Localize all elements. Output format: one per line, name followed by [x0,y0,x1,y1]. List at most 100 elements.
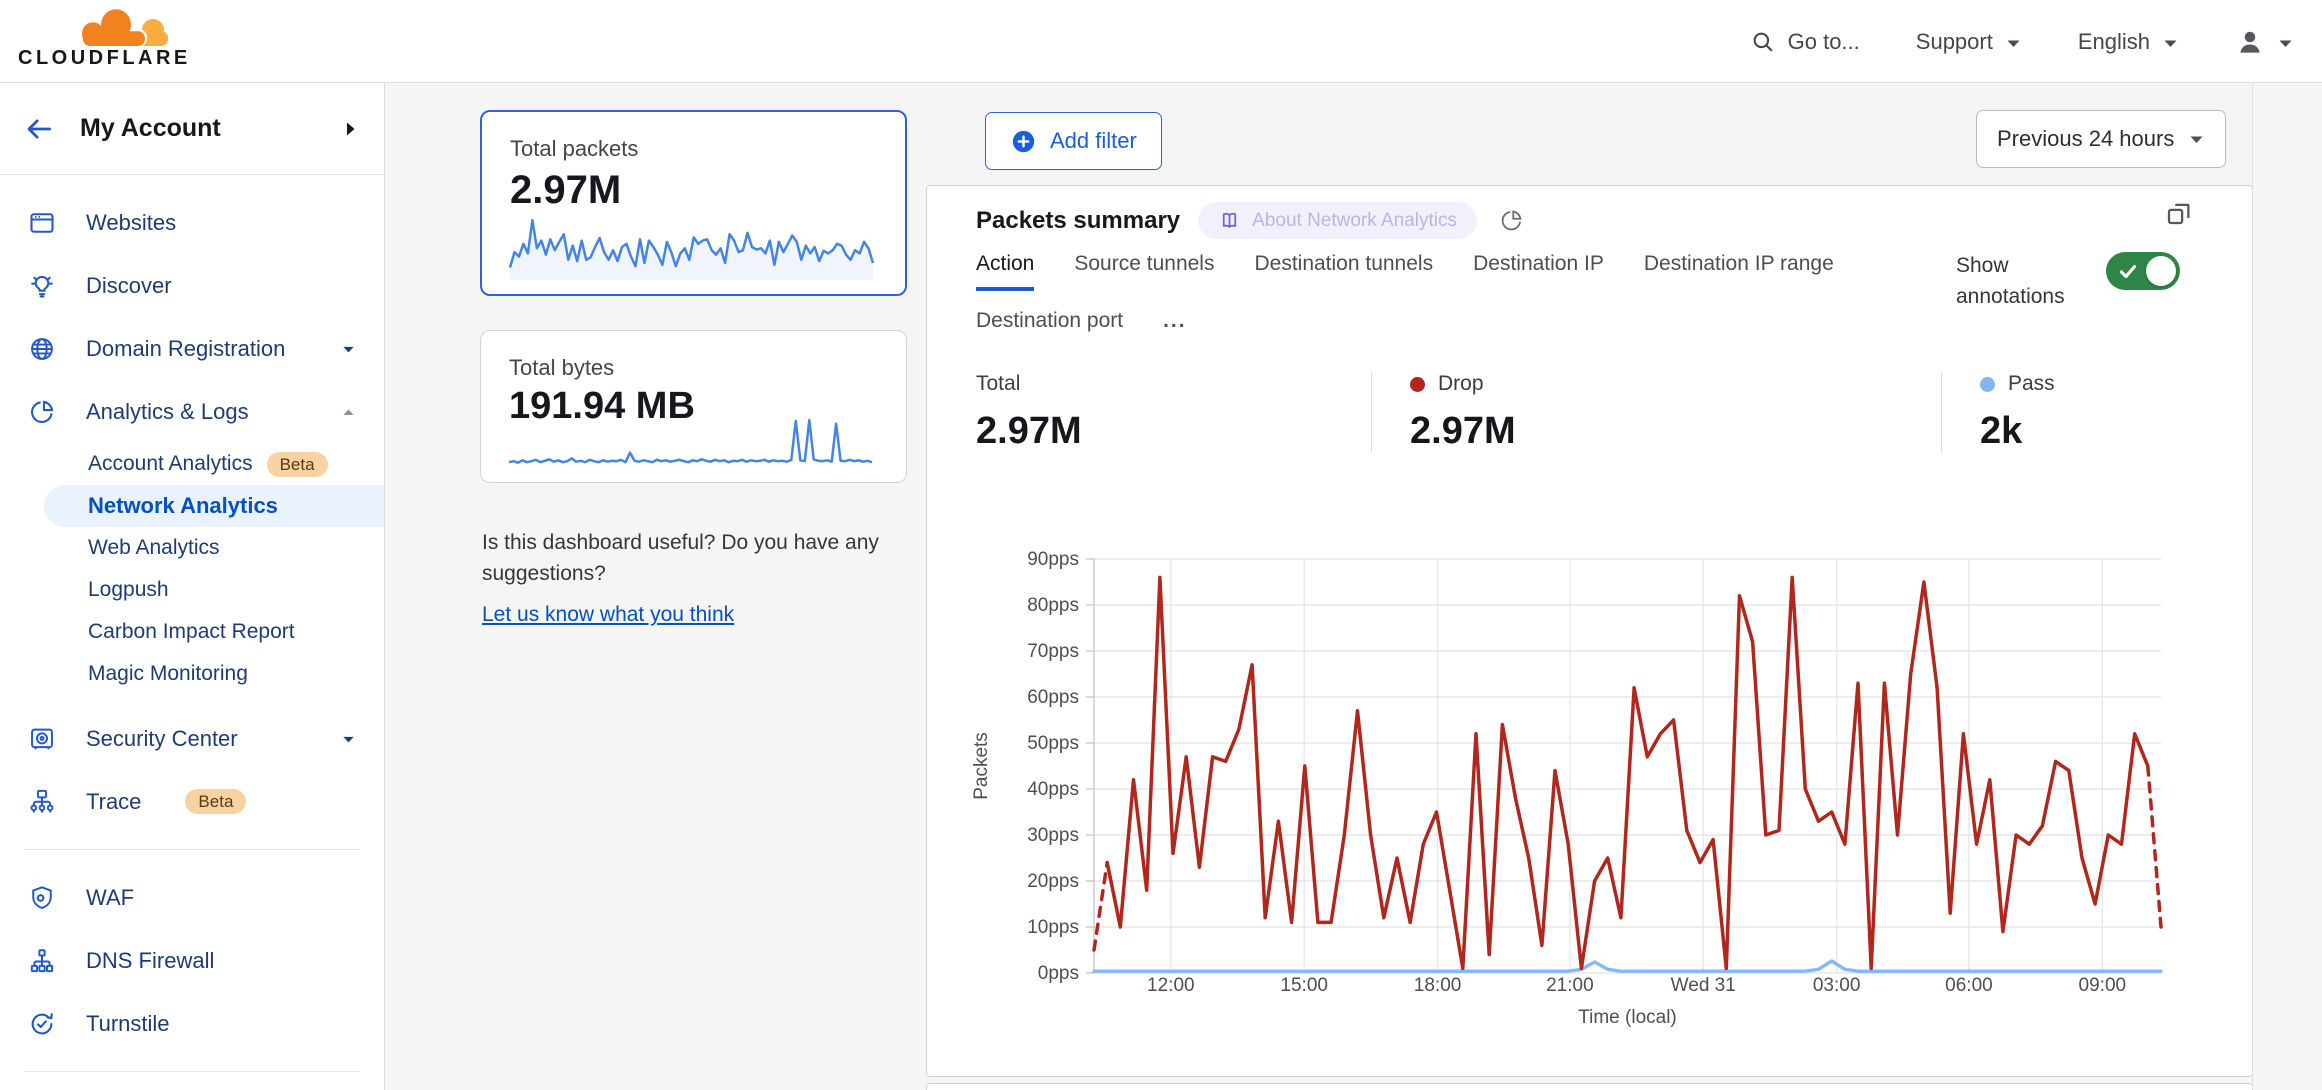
sidebar-item-label: Web Analytics [88,536,220,559]
packets-sparkline [508,218,875,280]
sidebar-item-discover[interactable]: Discover [0,254,384,317]
language-menu[interactable]: English [2078,29,2179,55]
sidebar-item-label: Logpush [88,578,169,601]
stat-label: Total [976,372,1021,395]
svg-text:06:00: 06:00 [1945,975,1993,996]
beta-badge: Beta [185,789,247,814]
stat-pass: Pass 2k [1941,372,2251,453]
expand-panel-icon[interactable] [2164,198,2194,228]
sidebar-item-websites[interactable]: Websites [0,191,384,254]
sidebar-item-dns-firewall[interactable]: DNS Firewall [0,929,384,992]
svg-text:09:00: 09:00 [2079,975,2127,996]
shield-gear-icon [32,885,52,909]
book-icon [1223,212,1237,228]
sidebar: My Account Websites Discover Domain Regi… [0,83,385,1090]
sidebar-item-trace[interactable]: Trace Beta [0,770,384,833]
svg-text:50pps: 50pps [1027,733,1079,754]
right-divider [2252,83,2253,1090]
dimension-tabs: Action Source tunnels Destination tunnel… [976,252,1961,348]
sidebar-item-web-analytics[interactable]: Web Analytics [0,527,384,569]
sidebar-divider [24,849,360,850]
svg-text:70pps: 70pps [1027,641,1079,662]
tab-destination-ip[interactable]: Destination IP [1473,252,1604,275]
beta-badge: Beta [266,451,328,477]
svg-text:Wed 31: Wed 31 [1671,975,1736,996]
sidebar-item-turnstile[interactable]: Turnstile [0,992,384,1055]
sidebar-item-analytics-logs[interactable]: Analytics & Logs [0,380,384,443]
about-tag-label: About Network Analytics [1252,209,1458,231]
account-title[interactable]: My Account [80,114,221,142]
svg-text:Packets: Packets [971,732,992,800]
chevron-up-icon [343,408,354,415]
sidebar-item-logpush[interactable]: Logpush [0,569,384,611]
chevron-down-icon [2190,136,2203,143]
search-icon [1753,32,1773,52]
stat-total: Total 2.97M [976,372,1371,453]
sidebar-item-label: Account Analytics [88,452,253,475]
tab-destination-ip-range[interactable]: Destination IP range [1643,252,1834,275]
top-header: CLOUDFLARE Go to... Support English [0,0,2322,83]
tab-action[interactable]: Action [976,252,1035,291]
sidebar-item-label: Carbon Impact Report [88,620,295,643]
sidebar-item-domain-registration[interactable]: Domain Registration [0,317,384,380]
sidebar-item-label: Magic Monitoring [88,662,248,685]
tab-destination-port[interactable]: Destination port [976,309,1124,332]
stats-row: Total 2.97M Drop 2.97M Pass 2k [976,372,2251,453]
feedback-link[interactable]: Let us know what you think [482,603,735,626]
add-filter-button[interactable]: Add filter [985,112,1162,170]
card-value: 191.94 MB [509,385,695,427]
chevron-down-icon [2164,40,2177,47]
chevron-down-icon [343,346,354,352]
panel-header: Packets summary About Network Analytics [976,202,1524,239]
stat-drop: Drop 2.97M [1371,372,1941,453]
sidebar-item-label: Trace [86,788,142,814]
time-range-value: Previous 24 hours [1997,126,2175,151]
trace-tree-icon [30,789,54,812]
sidebar-item-magic-monitoring[interactable]: Magic Monitoring [0,653,384,695]
user-icon [2240,31,2260,53]
sidebar-item-carbon-impact-report[interactable]: Carbon Impact Report [0,611,384,653]
sidebar-item-waf[interactable]: WAF [0,866,384,929]
pie-chart-icon [31,400,54,423]
browser-icon [30,212,54,233]
account-header: My Account [0,83,384,175]
chevron-down-icon [343,736,354,742]
goto-label: Go to... [1787,28,1860,54]
card-label: Total packets [510,136,639,161]
sidebar-item-account-analytics[interactable]: Account Analytics Beta [0,443,384,485]
total-packets-card[interactable]: Total packets 2.97M [480,110,907,296]
tabs-overflow-button[interactable]: ... [1163,309,1187,332]
lightbulb-icon [31,275,53,298]
about-network-analytics-tag[interactable]: About Network Analytics [1198,202,1478,239]
tab-source-tunnels[interactable]: Source tunnels [1074,252,1215,275]
toggle-knob [2146,256,2176,286]
support-menu[interactable]: Support [1916,29,2022,55]
sidebar-item-label: WAF [86,884,135,910]
plus-circle-icon [1012,130,1035,152]
packets-summary-panel: Packets summary About Network Analytics … [926,185,2253,1077]
show-annotations-control: Show annotations [1956,250,2180,312]
language-label: English [2077,28,2150,54]
pie-chart-icon[interactable] [1499,208,1524,233]
tab-destination-tunnels[interactable]: Destination tunnels [1254,252,1434,275]
sidebar-item-label: Turnstile [86,1010,170,1036]
account-menu[interactable] [2235,27,2294,57]
packets-time-series-chart: 0pps 10pps 20pps 30pps 40pps 50pps 60pps 70pps 8… [971,549,2163,1028]
pass-legend-dot [1980,376,1995,392]
sidebar-item-network-analytics[interactable]: Network Analytics [44,485,384,527]
total-bytes-card[interactable]: Total bytes 191.94 MB [480,330,907,483]
goto-search-button[interactable]: Go to... [1750,29,1860,55]
sidebar-item-label: DNS Firewall [86,947,215,973]
cloudflare-logo[interactable]: CLOUDFLARE [18,5,188,70]
chevron-right-icon[interactable] [343,120,358,138]
sidebar-item-label: Websites [86,209,177,235]
sidebar-item-security-center[interactable]: Security Center [0,707,384,770]
stat-value: 2k [1980,410,2023,452]
annotations-toggle[interactable] [2106,252,2180,290]
next-panel-partial [926,1083,2253,1090]
svg-text:15:00: 15:00 [1280,975,1328,996]
svg-text:12:00: 12:00 [1147,975,1195,996]
back-arrow-icon[interactable] [24,114,54,144]
time-range-dropdown[interactable]: Previous 24 hours [1976,110,2227,168]
check-icon [2119,265,2137,279]
